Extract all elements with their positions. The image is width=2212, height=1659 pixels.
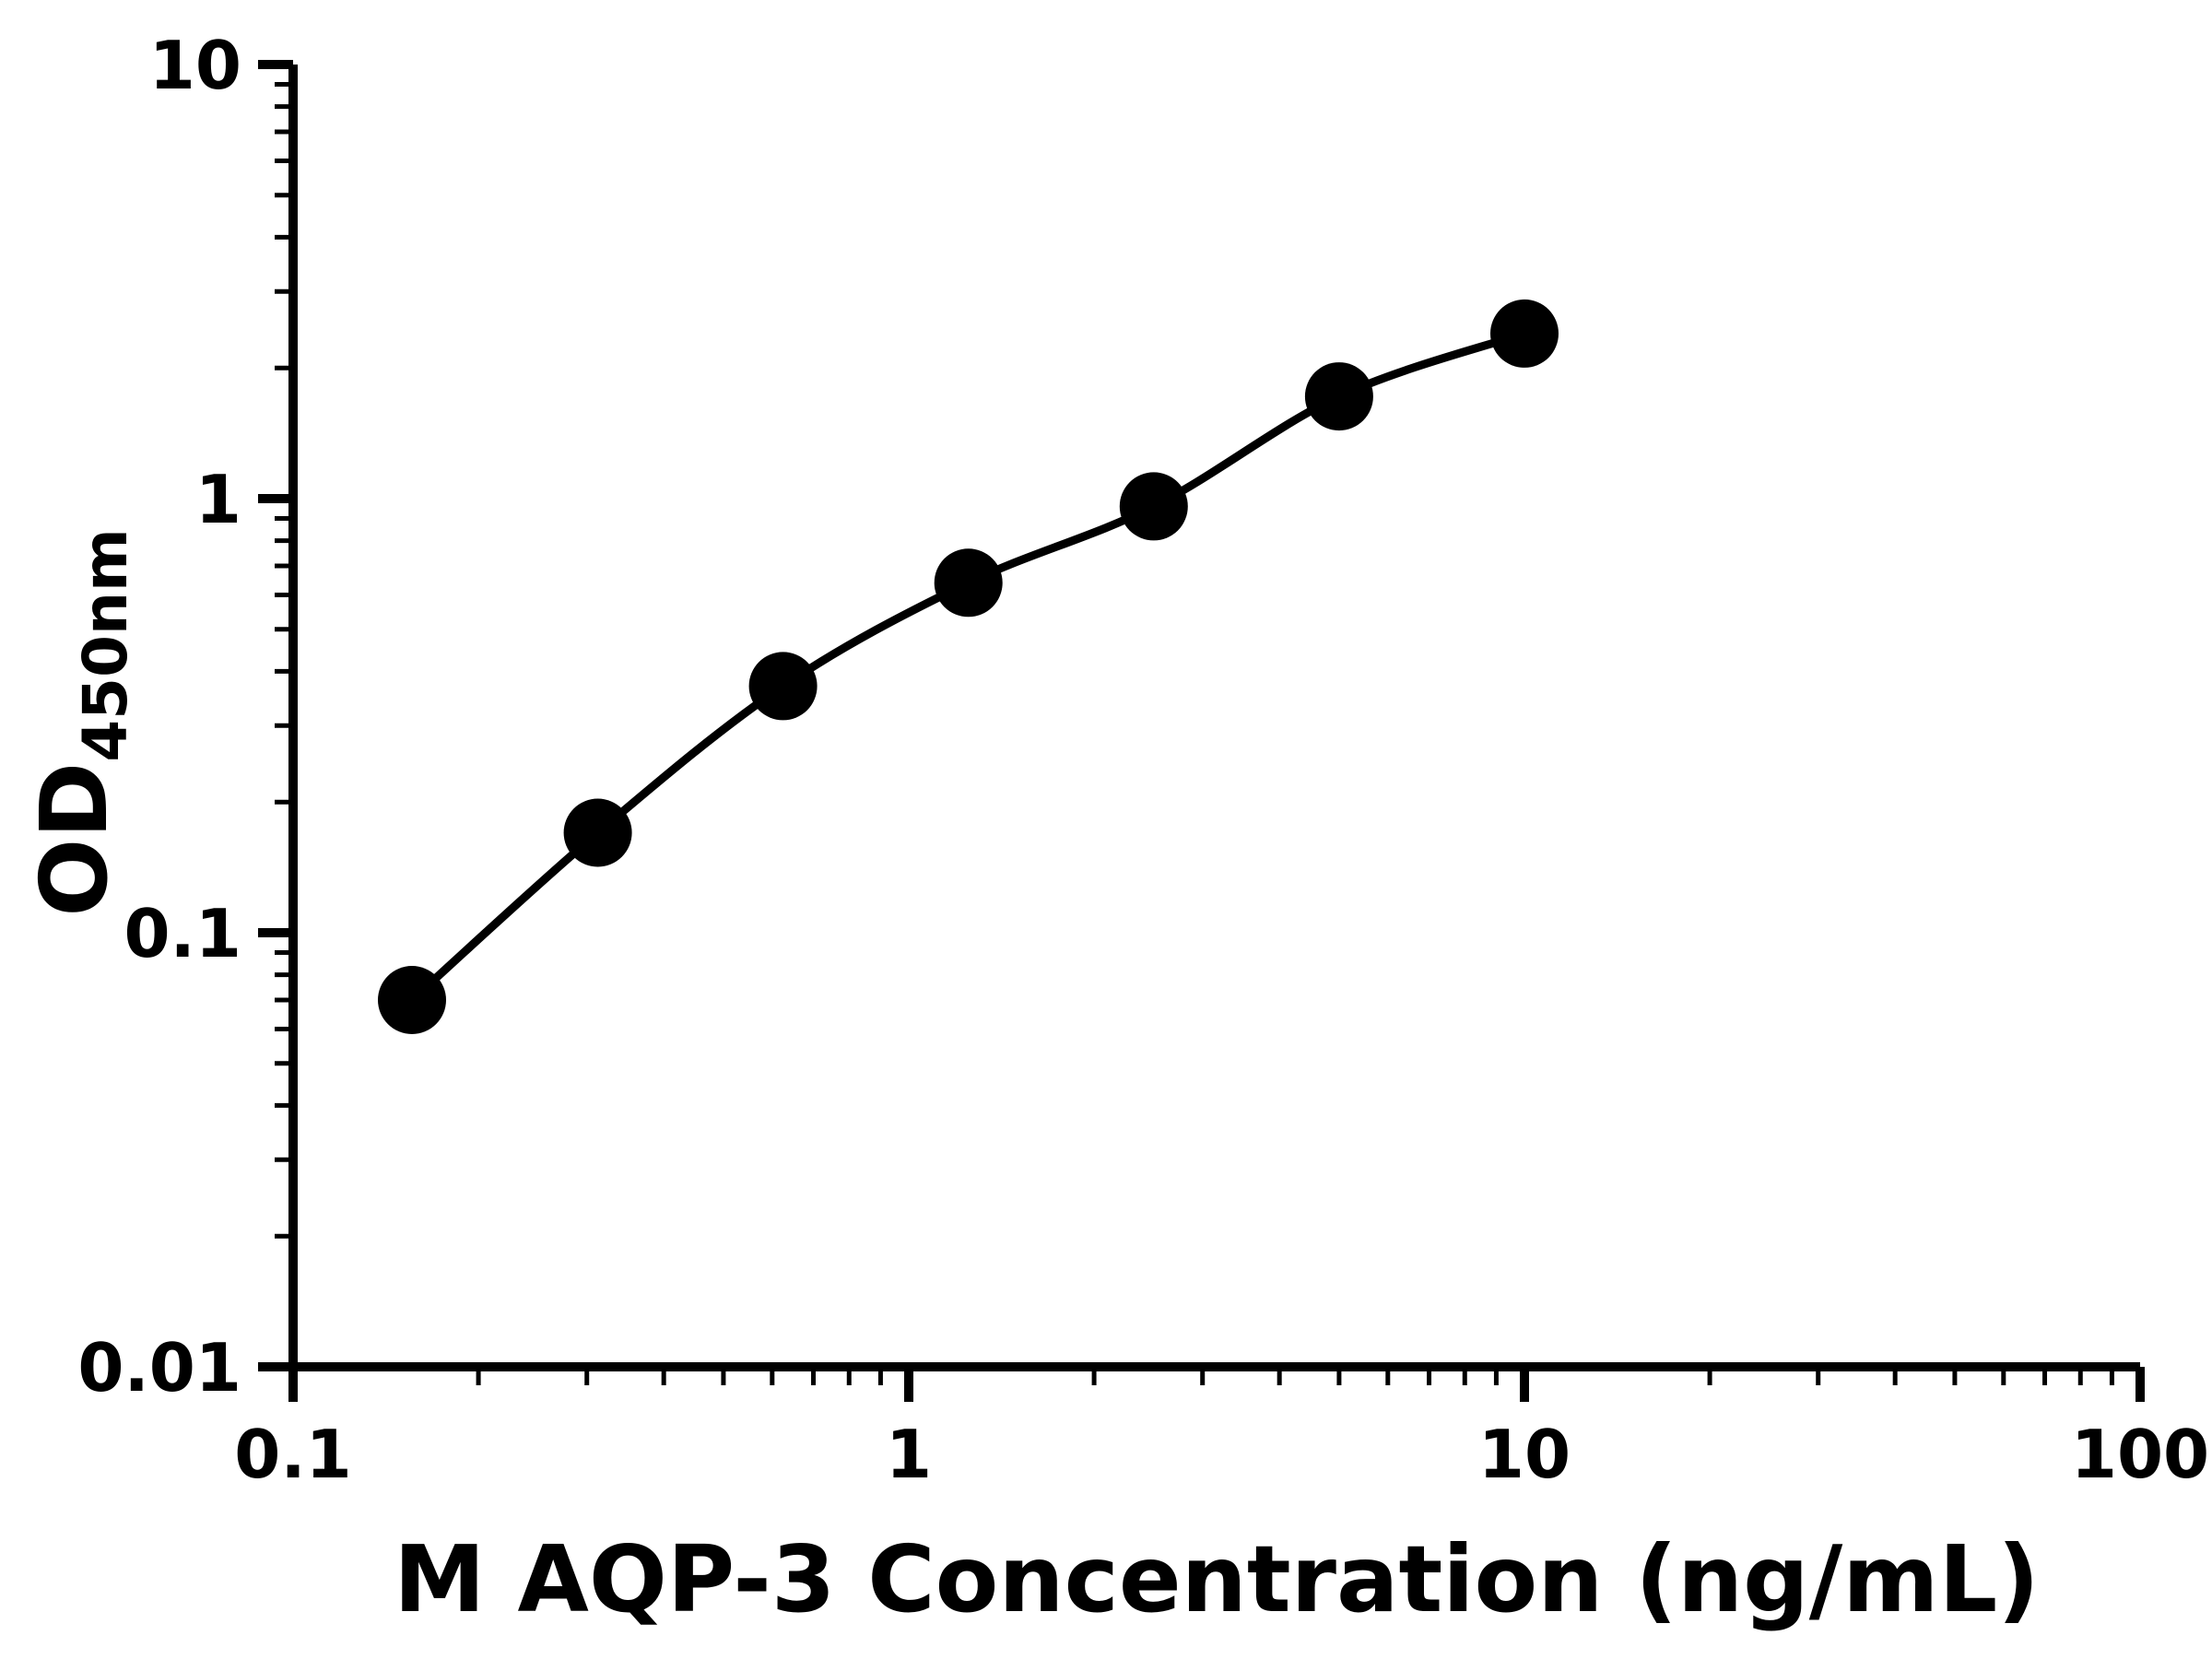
x-tick-label: 1 [886, 1416, 932, 1493]
data-point-marker [1304, 362, 1373, 431]
data-point-marker [1490, 299, 1559, 368]
plot-layer: 0.1 1 10 100 0.01 0.1 1 10 [77, 27, 2209, 1493]
x-tick-label: 10 [1478, 1416, 1571, 1493]
x-tick-label: 0.1 [234, 1416, 352, 1493]
y-axis-title: OD450nm [20, 528, 141, 917]
data-point-marker [563, 798, 632, 867]
y-tick-label: 0.1 [124, 895, 241, 972]
y-axis-title-sub: 450nm [70, 528, 141, 762]
y-tick-label: 0.01 [77, 1329, 241, 1406]
y-tick-label: 1 [195, 461, 241, 538]
y-tick-label: 10 [149, 27, 241, 104]
data-point-marker [378, 966, 446, 1034]
x-axis-title: M AQP-3 Concentration (ng/mL) [394, 1525, 2040, 1633]
axis-spines [288, 65, 2140, 1371]
data-point-marker [1119, 472, 1188, 541]
data-point-marker [748, 652, 818, 721]
data-point-marker [934, 548, 1003, 618]
standard-curve-line [408, 329, 1526, 1004]
y-axis-title-main: OD [20, 762, 128, 917]
x-tick-label: 100 [2071, 1416, 2209, 1493]
